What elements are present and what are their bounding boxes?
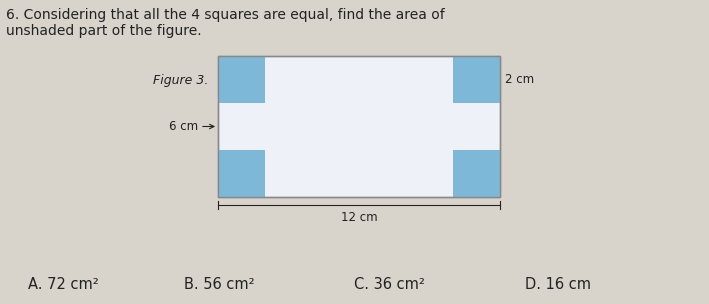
- Text: D. 16 cm: D. 16 cm: [525, 277, 591, 292]
- Text: 2 cm: 2 cm: [505, 73, 534, 86]
- Text: 6 cm: 6 cm: [169, 120, 198, 133]
- Text: Figure 3.: Figure 3.: [152, 74, 208, 87]
- Text: B. 56 cm²: B. 56 cm²: [184, 277, 255, 292]
- Bar: [218, 150, 265, 197]
- Text: 6. Considering that all the 4 squares are equal, find the area of: 6. Considering that all the 4 squares ar…: [6, 8, 445, 22]
- Bar: [218, 56, 500, 197]
- Bar: [218, 56, 500, 197]
- Text: unshaded part of the figure.: unshaded part of the figure.: [6, 24, 201, 38]
- Text: 12 cm: 12 cm: [341, 211, 377, 224]
- Bar: [218, 56, 265, 103]
- Bar: [453, 56, 500, 103]
- Text: C. 36 cm²: C. 36 cm²: [354, 277, 425, 292]
- Text: A. 72 cm²: A. 72 cm²: [28, 277, 99, 292]
- Bar: [453, 150, 500, 197]
